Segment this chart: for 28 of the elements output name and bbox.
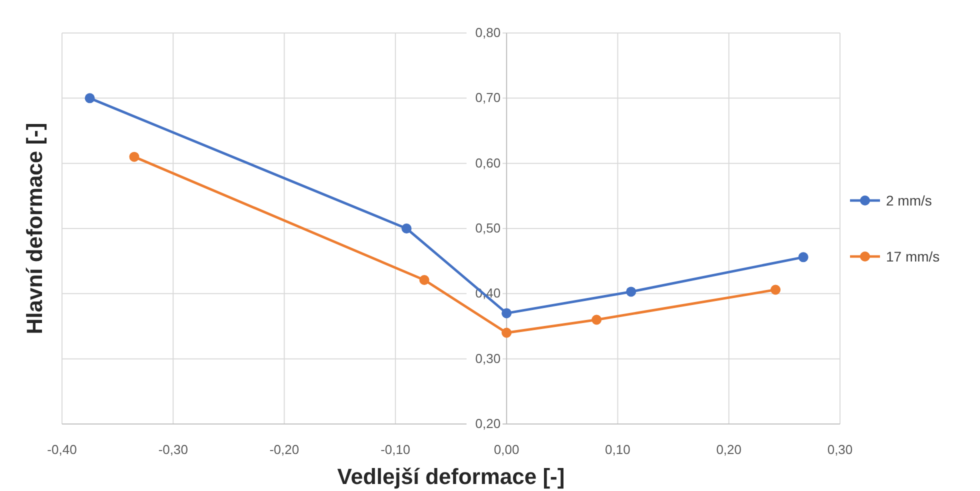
point bbox=[626, 286, 636, 297]
point bbox=[84, 93, 95, 104]
y-tick-label: 0,30 bbox=[475, 350, 501, 366]
point bbox=[402, 224, 412, 234]
legend-label: 17 mm/s bbox=[886, 248, 940, 264]
point bbox=[798, 252, 808, 262]
point bbox=[770, 284, 781, 295]
x-tick-label: -0,30 bbox=[158, 442, 188, 457]
point bbox=[592, 314, 602, 325]
y-tick-label: 0,80 bbox=[475, 25, 501, 40]
x-tick-label: -0,20 bbox=[269, 442, 300, 457]
legend-label: 2 mm/s bbox=[886, 192, 932, 208]
x-tick-label: -0,10 bbox=[380, 442, 410, 457]
y-tick-label: 0,70 bbox=[475, 90, 501, 106]
x-axis-title: Vedlejší deformace [-] bbox=[337, 464, 565, 489]
x-tick-label: -0,40 bbox=[47, 442, 77, 457]
y-tick-label: 0,20 bbox=[475, 416, 501, 431]
point bbox=[502, 308, 512, 318]
y-axis-title: Hlavní deformace [-] bbox=[22, 122, 47, 334]
x-tick-label: 0,00 bbox=[494, 442, 520, 457]
point bbox=[502, 328, 512, 338]
x-tick-label: 0,30 bbox=[827, 442, 853, 457]
x-tick-label: 0,20 bbox=[716, 442, 742, 457]
x-tick-label: 0,10 bbox=[605, 442, 630, 457]
y-tick-label: 0,60 bbox=[475, 155, 501, 170]
y-tick-label: 0,50 bbox=[475, 220, 501, 236]
point bbox=[129, 152, 140, 162]
point bbox=[419, 274, 430, 285]
